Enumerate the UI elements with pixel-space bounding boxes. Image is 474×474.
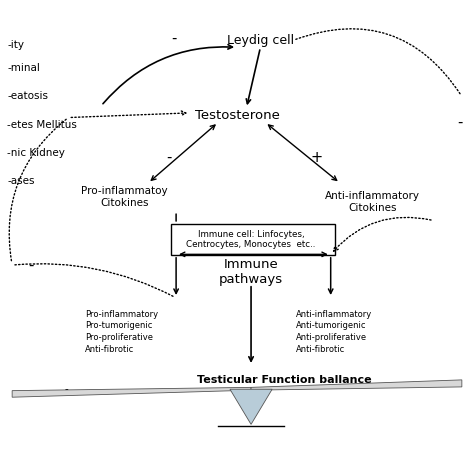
Polygon shape [12, 387, 251, 397]
Text: Anti-inflammatory
Anti-tumorigenic
Anti-proliferative
Anti-fibrotic: Anti-inflammatory Anti-tumorigenic Anti-… [296, 310, 372, 354]
Text: -ases: -ases [8, 176, 35, 186]
Text: Pro-inflammatory
Pro-tumorigenic
Pro-proliferative
Anti-fibrotic: Pro-inflammatory Pro-tumorigenic Pro-pro… [85, 310, 158, 354]
Polygon shape [230, 389, 272, 424]
Polygon shape [251, 380, 462, 390]
Text: -: - [64, 384, 68, 394]
Text: -: - [28, 257, 34, 273]
Text: -: - [171, 30, 176, 46]
Text: Leydig cell: Leydig cell [227, 34, 294, 47]
Text: Anti-inflammatory
Citokines: Anti-inflammatory Citokines [325, 191, 420, 213]
Text: Testicular Function ballance: Testicular Function ballance [197, 375, 371, 385]
Text: -eatosis: -eatosis [8, 91, 48, 101]
Text: -minal: -minal [8, 64, 40, 73]
Text: -etes Mellitus: -etes Mellitus [8, 119, 77, 129]
Text: Immune cell: Linfocytes,
Centrocytes, Monocytes  etc..: Immune cell: Linfocytes, Centrocytes, Mo… [186, 229, 316, 249]
Text: Pro-inflammatoy
Citokines: Pro-inflammatoy Citokines [81, 186, 168, 208]
Text: Testosterone: Testosterone [194, 109, 280, 122]
Text: -: - [166, 150, 172, 165]
Text: +: + [310, 150, 323, 165]
Text: -ity: -ity [8, 40, 25, 50]
Text: Immune
pathways: Immune pathways [219, 258, 283, 286]
Text: -: - [457, 115, 462, 130]
Text: -nic Kidney: -nic Kidney [8, 148, 65, 158]
